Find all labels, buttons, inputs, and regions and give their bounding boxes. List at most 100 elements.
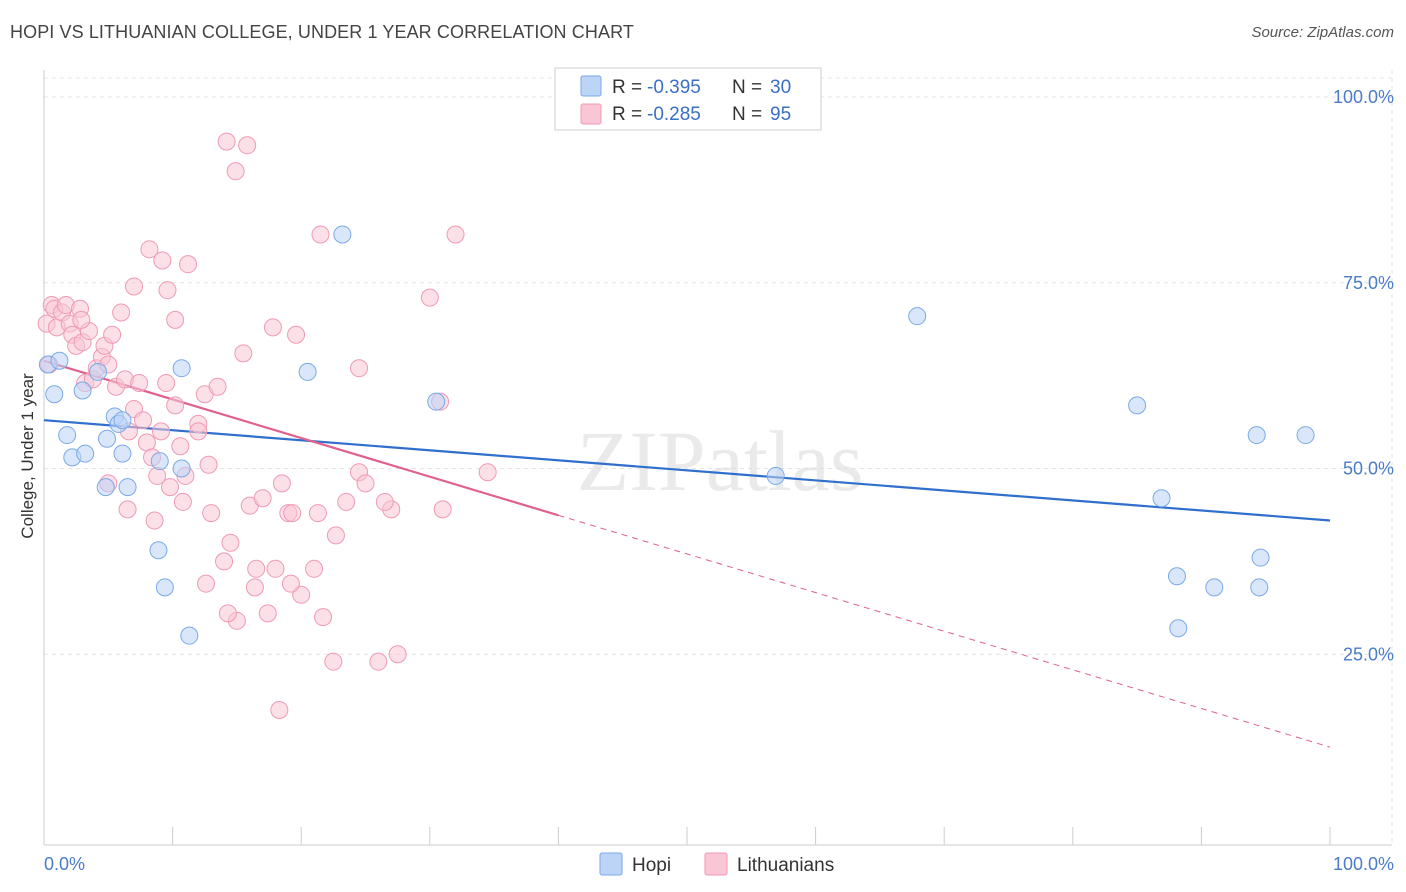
point-lithuanians-94: [72, 310, 91, 329]
point-lithuanians-19: [103, 325, 122, 344]
legend: R = -0.395 N = 30 R = -0.285 N = 95: [554, 67, 822, 131]
point-lithuanians-85: [173, 492, 192, 511]
point-lithuanians-84: [145, 511, 164, 530]
point-lithuanians-56: [337, 492, 356, 511]
y-tick-label-50: 50.0%: [1343, 459, 1394, 479]
point-hopi-3: [73, 381, 92, 400]
point-hopi-34: [1296, 426, 1315, 445]
point-lithuanians-40: [215, 552, 234, 571]
point-hopi-15: [118, 478, 137, 497]
point-hopi-26: [1128, 396, 1147, 415]
chart-title: HOPI VS LITHUANIAN COLLEGE, UNDER 1 YEAR…: [10, 22, 634, 42]
point-lithuanians-81: [189, 422, 208, 441]
point-lithuanians-87: [218, 604, 237, 623]
point-lithuanians-31: [157, 374, 176, 393]
point-lithuanians-69: [238, 136, 257, 155]
point-lithuanians-66: [350, 359, 369, 378]
point-lithuanians-64: [420, 288, 439, 307]
legend-n-value-hopi: 30: [770, 77, 791, 98]
data-points: [37, 132, 1315, 719]
y-tick-label-25: 25.0%: [1343, 644, 1394, 664]
point-lithuanians-50: [283, 504, 302, 523]
point-lithuanians-79: [287, 325, 306, 344]
point-lithuanians-62: [433, 500, 452, 519]
x-tick-labels: 0.0% 100.0%: [44, 854, 1394, 874]
bottom-legend-label-lithuanians: Lithuanians: [737, 855, 834, 876]
point-lithuanians-46: [258, 604, 277, 623]
y-tick-label-100: 100.0%: [1333, 87, 1394, 107]
point-lithuanians-51: [292, 585, 311, 604]
point-lithuanians-58: [356, 474, 375, 493]
legend-r-value-hopi: -0.395: [647, 77, 701, 98]
point-hopi-33: [1169, 619, 1188, 638]
point-lithuanians-78: [234, 344, 253, 363]
point-hopi-31: [1247, 426, 1266, 445]
x-tick-label-100: 100.0%: [1333, 854, 1394, 874]
point-hopi-17: [172, 459, 191, 478]
y-tick-label-75: 75.0%: [1343, 273, 1394, 293]
point-lithuanians-38: [199, 455, 218, 474]
x-tick-label-0: 0.0%: [44, 854, 85, 874]
point-lithuanians-59: [369, 652, 388, 671]
point-lithuanians-93: [270, 700, 289, 719]
point-lithuanians-39: [202, 504, 221, 523]
point-lithuanians-77: [125, 277, 144, 296]
point-lithuanians-92: [388, 645, 407, 664]
point-lithuanians-26: [134, 411, 153, 430]
axes: [43, 70, 1392, 846]
point-lithuanians-74: [140, 240, 159, 259]
bottom-legend: Hopi Lithuanians: [599, 852, 834, 876]
point-hopi-24: [766, 466, 785, 485]
point-lithuanians-34: [171, 437, 190, 456]
point-lithuanians-25: [130, 374, 149, 393]
watermark: ZIPatlas: [577, 413, 864, 509]
y-axis-label: College, Under 1 year: [18, 373, 37, 539]
point-hopi-14: [150, 452, 169, 471]
point-hopi-29: [1205, 578, 1224, 597]
point-hopi-13: [113, 444, 132, 463]
point-lithuanians-70: [226, 162, 245, 181]
point-hopi-2: [45, 385, 64, 404]
legend-swatch-lithuanians: [580, 103, 602, 125]
point-lithuanians-41: [221, 533, 240, 552]
legend-r-label-hopi: R =: [612, 77, 642, 98]
point-hopi-32: [1251, 548, 1270, 567]
point-hopi-7: [89, 362, 108, 381]
legend-n-label-lithuanians: N =: [732, 104, 762, 125]
point-lithuanians-54: [314, 608, 333, 627]
point-hopi-20: [155, 578, 174, 597]
point-lithuanians-33: [166, 396, 185, 415]
legend-n-label-hopi: N =: [732, 77, 762, 98]
point-hopi-21: [298, 362, 317, 381]
point-lithuanians-44: [245, 578, 264, 597]
point-hopi-10: [113, 411, 132, 430]
point-hopi-16: [149, 541, 168, 560]
point-lithuanians-45: [253, 489, 272, 508]
point-lithuanians-91: [375, 492, 394, 511]
point-lithuanians-53: [308, 504, 327, 523]
point-lithuanians-75: [158, 281, 177, 300]
point-lithuanians-55: [324, 652, 343, 671]
gridlines: [44, 70, 1393, 845]
legend-r-value-lithuanians: -0.285: [647, 104, 701, 125]
point-lithuanians-73: [153, 251, 172, 270]
point-lithuanians-65: [446, 225, 465, 244]
point-lithuanians-32: [161, 478, 180, 497]
point-lithuanians-90: [326, 526, 345, 545]
legend-n-value-lithuanians: 95: [770, 104, 791, 125]
point-lithuanians-88: [247, 559, 266, 578]
point-lithuanians-80: [208, 377, 227, 396]
point-hopi-28: [1167, 567, 1186, 586]
point-lithuanians-83: [118, 500, 137, 519]
trend-line-hopi: [43, 419, 1331, 522]
bottom-legend-label-hopi: Hopi: [632, 855, 671, 876]
point-lithuanians-72: [179, 255, 198, 274]
point-hopi-22: [333, 225, 352, 244]
legend-r-label-lithuanians: R =: [612, 104, 642, 125]
point-hopi-11: [98, 429, 117, 448]
point-lithuanians-71: [217, 132, 236, 151]
point-lithuanians-52: [305, 559, 324, 578]
bottom-legend-swatch-lithuanians: [704, 852, 728, 876]
legend-swatch-hopi: [580, 75, 602, 97]
